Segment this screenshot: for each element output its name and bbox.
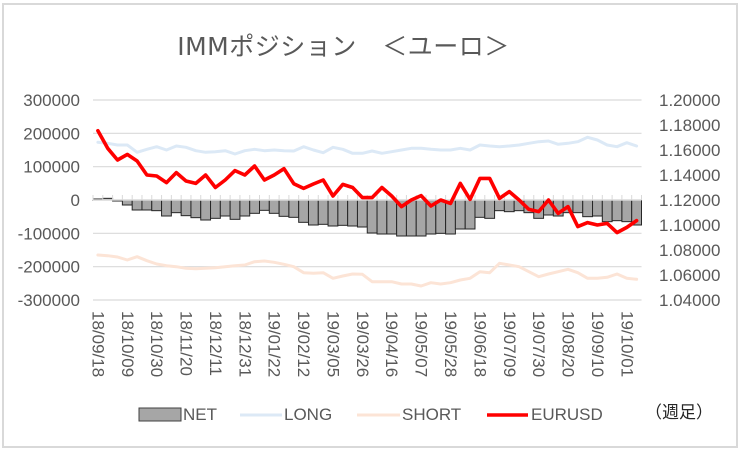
- net-bar: [190, 199, 202, 219]
- net-bar: [366, 199, 378, 234]
- right-axis-tick-label: 1.06000: [659, 266, 720, 285]
- legend: NET LONG SHORT EURUSD （週足）: [138, 403, 713, 424]
- right-axis-tick-label: 1.18000: [659, 116, 720, 135]
- net-bar: [386, 199, 398, 235]
- net-bar: [288, 199, 300, 218]
- x-axis-tick-label: 19/09/10: [588, 311, 607, 377]
- net-bar: [180, 199, 192, 217]
- net-bar: [141, 199, 153, 211]
- net-bar: [268, 199, 280, 214]
- net-bar: [317, 199, 329, 225]
- x-axis-tick-label: 19/04/16: [382, 311, 401, 377]
- right-axis-tick-label: 1.16000: [659, 141, 720, 160]
- net-bar: [454, 199, 466, 230]
- net-bar: [170, 199, 182, 214]
- x-axis-tick-label: 18/10/30: [147, 311, 166, 377]
- x-axis-tick-label: 18/12/31: [235, 311, 254, 377]
- net-bar: [601, 199, 613, 223]
- net-bar: [151, 199, 163, 212]
- x-axis-tick-label: 19/07/30: [529, 311, 548, 377]
- net-bar: [327, 199, 339, 227]
- timeframe-note: （週足）: [645, 403, 713, 423]
- net-bar: [347, 199, 358, 227]
- left-axis-tick-label: 200000: [23, 124, 80, 143]
- net-bar: [572, 199, 584, 214]
- net-bar: [464, 199, 476, 230]
- net-bar: [259, 199, 270, 211]
- x-axis-tick-label: 19/02/12: [294, 311, 313, 377]
- legend-label-long: LONG: [284, 405, 332, 424]
- left-axis-tick-label: -100000: [18, 224, 80, 243]
- net-bar: [229, 199, 241, 220]
- x-axis-tick-label: 19/06/18: [470, 311, 489, 377]
- short-line: [96, 253, 639, 288]
- net-swatch-icon: [139, 408, 181, 421]
- right-axis-tick-label: 1.14000: [659, 166, 720, 185]
- right-axis-tick-label: 1.12000: [659, 191, 720, 210]
- x-axis-tick-label: 18/11/20: [177, 311, 196, 376]
- net-bar: [131, 199, 143, 211]
- net-bar: [494, 199, 505, 212]
- x-axis-tick-label: 18/10/09: [118, 311, 137, 377]
- long-line: [96, 135, 639, 156]
- net-bar: [298, 199, 309, 223]
- net-bar: [161, 199, 172, 217]
- net-swatch-border: [138, 407, 182, 422]
- left-axis-tick-label: 0: [71, 191, 80, 210]
- net-bar: [307, 199, 319, 226]
- net-bar: [484, 199, 496, 219]
- chart-title: IMMポジション ＜ユーロ＞: [177, 32, 510, 61]
- x-axis-tick-label: 18/12/11: [206, 311, 225, 376]
- x-axis-tick-label: 19/01/22: [265, 311, 284, 377]
- legend-item-eurusd: EURUSD: [487, 405, 603, 424]
- net-bar: [503, 199, 515, 213]
- series-lines: [96, 128, 639, 288]
- left-axis-tick-label: -200000: [18, 258, 80, 277]
- net-bar: [337, 199, 349, 226]
- net-bar: [376, 199, 388, 235]
- net-bar: [356, 199, 368, 228]
- x-axis-tick-label: 19/08/20: [559, 311, 578, 377]
- x-axis-tick-label: 19/05/28: [441, 311, 460, 377]
- x-axis-tick-label: 19/03/26: [353, 311, 372, 377]
- net-bar: [278, 199, 290, 217]
- net-bar: [219, 199, 231, 217]
- right-axis-tick-label: 1.08000: [659, 241, 720, 260]
- net-bar: [249, 199, 261, 214]
- legend-item-long: LONG: [240, 405, 332, 424]
- x-axis-tick-label: 19/05/07: [412, 311, 431, 377]
- net-bar: [592, 199, 603, 217]
- left-axis-tick-label: 100000: [23, 158, 80, 177]
- left-axis-tick-label: -300000: [18, 291, 80, 310]
- right-y-axis: 1.20000 1.18000 1.16000 1.14000 1.12000 1.100…: [659, 91, 720, 310]
- net-bar: [474, 199, 486, 218]
- net-bar: [435, 199, 447, 234]
- net-bar: [415, 199, 427, 237]
- left-axis-tick-label: 300000: [23, 91, 80, 110]
- net-bars: [92, 197, 643, 237]
- net-bar: [621, 199, 633, 223]
- x-axis-tick-label: 19/07/09: [500, 311, 519, 377]
- x-axis-tick-label: 19/10/01: [617, 311, 636, 377]
- net-bar: [405, 199, 417, 237]
- right-axis-tick-label: 1.20000: [659, 91, 720, 110]
- net-bar: [582, 199, 594, 218]
- right-axis-tick-label: 1.04000: [659, 291, 720, 310]
- net-bar: [611, 199, 623, 222]
- x-axis-tick-label: 19/03/05: [324, 311, 343, 377]
- legend-label-eurusd: EURUSD: [531, 405, 603, 424]
- net-bar: [210, 199, 221, 219]
- right-axis-tick-label: 1.10000: [659, 216, 720, 235]
- net-bar: [200, 199, 212, 221]
- eurusd-line: [96, 128, 639, 235]
- x-axis-labels: 18/09/18 18/10/09 18/10/30 18/11/20 18/12/11…: [88, 311, 636, 377]
- left-y-axis: 300000 200000 100000 0 -100000 -200000 -300000: [18, 91, 80, 310]
- legend-item-short: SHORT: [357, 405, 461, 424]
- net-bar: [239, 199, 251, 217]
- legend-label-net: NET: [183, 405, 217, 424]
- x-axis-tick-label: 18/09/18: [88, 311, 107, 377]
- legend-item-net: NET: [138, 405, 217, 424]
- legend-label-short: SHORT: [402, 405, 461, 424]
